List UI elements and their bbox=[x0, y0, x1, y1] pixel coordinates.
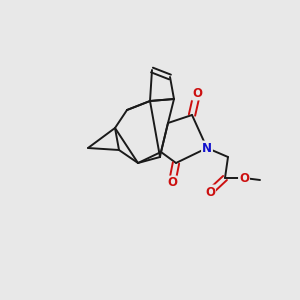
Text: O: O bbox=[205, 185, 215, 199]
Text: O: O bbox=[192, 86, 202, 100]
Text: O: O bbox=[167, 176, 177, 190]
Text: N: N bbox=[202, 142, 212, 154]
Text: O: O bbox=[239, 172, 249, 184]
